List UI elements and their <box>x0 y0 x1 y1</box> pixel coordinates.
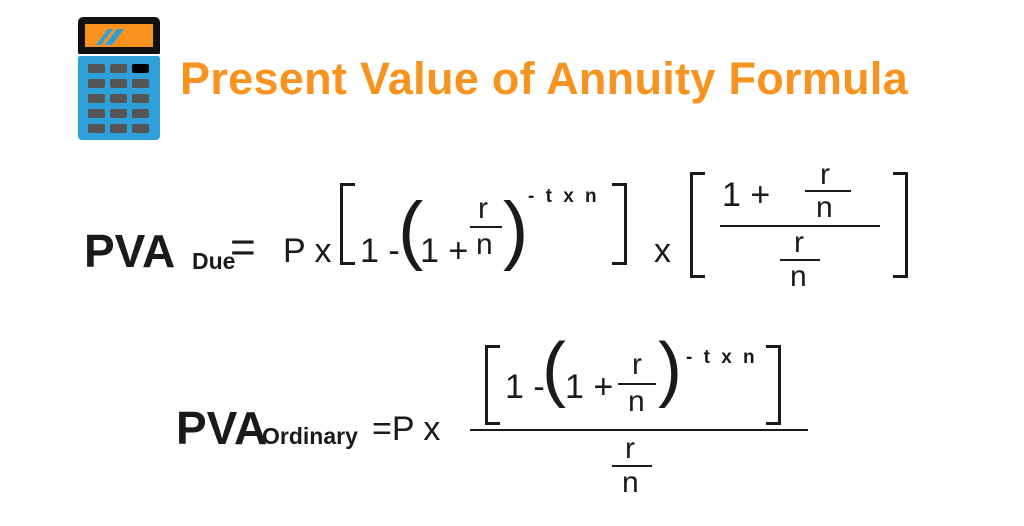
one-plus: 1 + <box>420 232 469 270</box>
r-var: r <box>632 348 642 381</box>
times-sign: x <box>654 232 671 270</box>
calculator-icon <box>78 17 160 140</box>
pva-label: PVA <box>176 402 268 454</box>
fraction-line <box>470 226 502 228</box>
n-var: n <box>628 385 645 418</box>
n-var: n <box>476 228 493 261</box>
pva-label: PVA <box>84 225 176 277</box>
num-one-plus: 1 + <box>722 176 771 214</box>
due-subscript: Due <box>192 248 236 274</box>
close-paren: ) <box>503 187 529 272</box>
den-n-var: n <box>622 466 639 499</box>
r-var: r <box>478 192 488 225</box>
main-fraction-line <box>720 225 880 227</box>
num-n-var: n <box>816 191 833 224</box>
open-paren: ( <box>398 187 424 272</box>
fraction-line <box>618 383 656 385</box>
num-fraction-line <box>805 190 851 192</box>
equals-coefficient: =P x <box>372 410 441 448</box>
den-r-var: r <box>625 432 635 465</box>
one-minus: 1 - <box>360 232 400 270</box>
den-n-var: n <box>790 260 807 293</box>
big-right-bracket <box>893 172 908 278</box>
left-bracket <box>340 183 355 265</box>
coefficient: P x <box>283 232 332 270</box>
equals-sign: = <box>230 223 256 272</box>
one-plus: 1 + <box>565 368 614 406</box>
exponent: - t x n <box>686 347 758 368</box>
main-fraction-line <box>470 429 808 431</box>
num-r-var: r <box>820 158 830 191</box>
ordinary-subscript: Ordinary <box>262 423 358 449</box>
right-bracket <box>766 345 781 425</box>
den-fraction-line <box>780 259 820 261</box>
left-bracket <box>485 345 500 425</box>
open-paren: ( <box>542 329 566 409</box>
right-bracket <box>612 183 627 265</box>
exponent: - t x n <box>528 186 600 207</box>
den-r-var: r <box>794 226 804 259</box>
one-minus: 1 - <box>505 368 545 406</box>
page-title: Present Value of Annuity Formula <box>180 53 909 104</box>
big-left-bracket <box>690 172 705 278</box>
den-fraction-line <box>612 465 652 467</box>
close-paren: ) <box>658 329 682 409</box>
